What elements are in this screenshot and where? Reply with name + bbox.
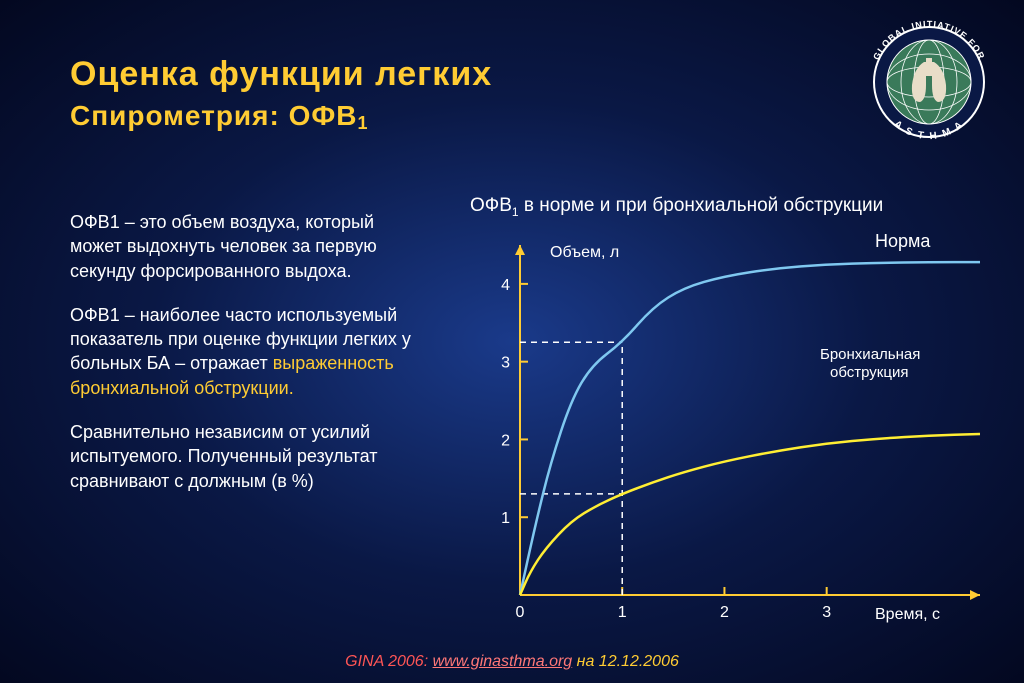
svg-text:4: 4	[501, 277, 510, 294]
svg-text:2: 2	[501, 432, 510, 449]
paragraph-3: Сравнительно независим от усилий испытуе…	[70, 420, 430, 493]
title-block: Оценка функции легких Спирометрия: ОФВ1	[70, 55, 492, 132]
svg-text:1: 1	[618, 604, 627, 621]
footer-date: на 12.12.2006	[572, 653, 679, 670]
label-obstruction-2: обструкция	[830, 364, 908, 381]
footer: GINA 2006: www.ginasthma.org на 12.12.20…	[0, 653, 1024, 671]
paragraph-1: ОФВ1 – это объем воздуха, который может …	[70, 210, 430, 283]
y-axis-label: Объем, л	[550, 244, 619, 261]
body-text: ОФВ1 – это объем воздуха, который может …	[70, 210, 430, 513]
curve-obstruction	[520, 434, 980, 595]
svg-text:0: 0	[516, 604, 525, 621]
footer-source: GINA 2006:	[345, 653, 432, 670]
x-axis-label: Время, с	[875, 606, 940, 623]
svg-text:3: 3	[822, 604, 831, 621]
label-normal: Норма	[875, 231, 931, 251]
chart-title-prefix: ОФВ	[470, 195, 512, 216]
title-sub-text: Спирометрия: ОФВ	[70, 100, 357, 131]
gina-logo: GLOBAL INITIATIVE FOR A S T H M A	[864, 10, 994, 150]
label-obstruction-1: Бронхиальная	[820, 346, 920, 363]
svg-text:3: 3	[501, 355, 510, 372]
svg-text:2: 2	[720, 604, 729, 621]
footer-link[interactable]: www.ginasthma.org	[433, 653, 573, 670]
curve-normal	[520, 262, 980, 595]
paragraph-2: ОФВ1 – наиболее часто используемый показ…	[70, 303, 430, 400]
title-main: Оценка функции легких	[70, 55, 492, 94]
chart-title: ОФВ1 в норме и при бронхиальной обструкц…	[470, 195, 883, 219]
spirometry-chart: 0 1 2 3 1 2 3 4 Объем, л Время, с Норма Бронхиальна…	[480, 225, 990, 625]
chart-title-rest: в норме и при бронхиальной обструкции	[519, 195, 884, 216]
title-sub: Спирометрия: ОФВ1	[70, 100, 492, 132]
chart-title-sub: 1	[512, 205, 519, 219]
title-sub-subscript: 1	[357, 113, 368, 133]
svg-text:1: 1	[501, 510, 510, 527]
